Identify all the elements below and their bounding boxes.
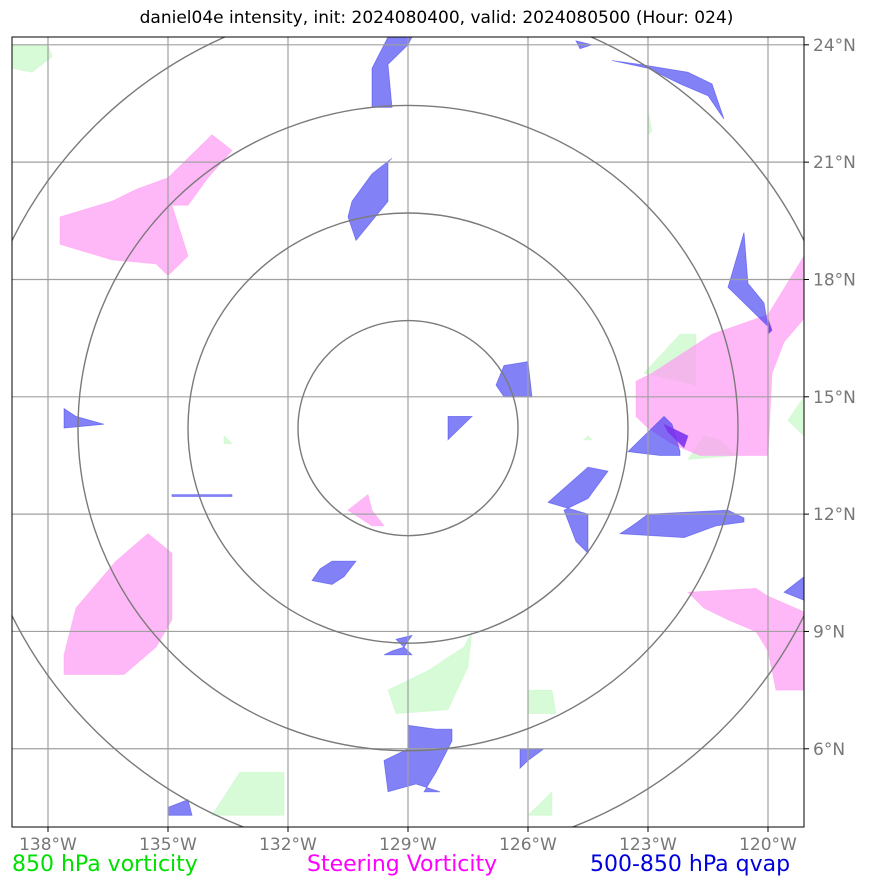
range-ring-1 (297, 319, 519, 537)
green-region-0 (12, 44, 53, 73)
y-tick-label: 12°N (813, 505, 856, 525)
blue-region-9 (547, 466, 609, 555)
range-rings (12, 37, 804, 827)
y-tick-label: 15°N (813, 388, 856, 408)
magenta-region-0 (59, 134, 233, 277)
y-tick-label: 9°N (813, 622, 845, 642)
blue-region-12 (383, 634, 413, 656)
y-tick-label: 21°N (813, 153, 856, 173)
green-region-4 (787, 396, 804, 437)
green-region-10 (583, 435, 593, 441)
range-ring-3 (77, 104, 739, 752)
blue-region-6 (63, 407, 105, 429)
green-region-9 (223, 434, 233, 445)
y-tick-label: 18°N (813, 270, 856, 290)
gridlines (12, 37, 804, 827)
legend-steering-vorticity: Steering Vorticity (307, 852, 498, 877)
magenta-region-4 (687, 587, 804, 691)
blue-region-11 (311, 560, 357, 585)
magenta-region-3 (347, 493, 385, 527)
blue-region-15 (167, 799, 193, 816)
blue-region-7 (447, 415, 473, 441)
blue-region-17 (171, 494, 233, 497)
magenta-region-2 (63, 533, 173, 675)
x-tick-label: 135°W (139, 835, 197, 855)
range-ring-2 (187, 212, 629, 644)
legend-qvap: 500-850 hPa qvap (590, 852, 791, 877)
x-tick-label: 126°W (499, 835, 557, 855)
x-tick-label: 138°W (19, 835, 77, 855)
x-tick-label: 132°W (259, 835, 317, 855)
blue-region-10 (618, 509, 745, 539)
blue-region-5 (495, 361, 533, 398)
legend-850-vorticity: 850 hPa vorticity (12, 852, 198, 877)
y-tick-label: 6°N (813, 740, 845, 760)
blue-region-3 (347, 157, 393, 242)
x-tick-label: 123°W (619, 835, 677, 855)
x-tick-label: 129°W (379, 835, 437, 855)
purple-region-0 (663, 423, 689, 449)
blue-region-16 (783, 576, 804, 601)
green-region-7 (211, 771, 285, 816)
blue-region-14 (519, 748, 546, 770)
axis-ticks: 138°W 135°W 132°W 129°W 126°W 123°W 120°W 6°N 9°… (19, 36, 856, 855)
field-layer (12, 37, 804, 816)
chart-title: daniel04e intensity, init: 2024080400, v… (139, 8, 734, 28)
green-region-8 (527, 790, 553, 816)
magenta-region-1 (635, 255, 804, 456)
green-region-5 (387, 631, 473, 715)
blue-region-0 (371, 37, 413, 108)
x-tick-label: 120°W (739, 835, 797, 855)
blue-region-13 (383, 724, 453, 793)
green-region-6 (527, 689, 557, 714)
blue-region-2 (611, 60, 725, 120)
blue-region-4 (727, 232, 769, 328)
y-tick-label: 24°N (813, 36, 856, 56)
